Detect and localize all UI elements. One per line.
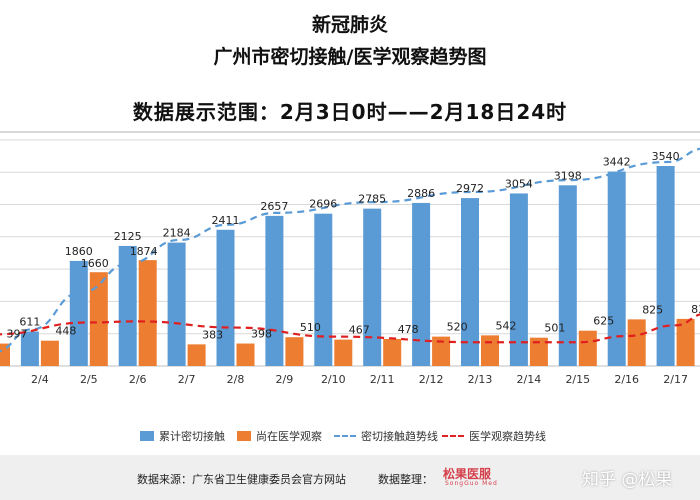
x-tick-label: 2/14 [517, 373, 542, 386]
legend-item-contact-trend: 密切接触趋势线 [334, 428, 438, 444]
data-label-observing: 1660 [81, 257, 109, 270]
footer: 数据来源：广东省卫生健康委员会官方网站 数据整理： 松果医服 SongGuo M… [0, 455, 700, 500]
data-label-observing: 383 [202, 328, 223, 341]
legend-label: 累计密切接触 [159, 430, 225, 443]
data-label-cumulative: 2785 [358, 193, 386, 206]
x-tick-label: 2/6 [129, 373, 147, 386]
data-label-cumulative: 3442 [603, 156, 631, 169]
chart-legend: 累计密切接触 尚在医学观察 密切接触趋势线 医学观察趋势线 [0, 428, 700, 448]
bar-cumulative [656, 165, 675, 366]
legend-line-red [442, 435, 464, 437]
bar-cumulative [216, 229, 235, 366]
bar-cumulative [265, 215, 284, 366]
bar-cumulative [314, 213, 333, 366]
data-label-cumulative: 3054 [505, 177, 533, 190]
data-label-observing: 825 [642, 303, 663, 316]
bar-observing [578, 330, 597, 366]
bar-observing [627, 319, 646, 366]
bar-cumulative [118, 245, 137, 366]
legend-label: 尚在医学观察 [256, 430, 322, 443]
data-label-observing: 397 [7, 328, 28, 341]
data-label-cumulative: 2125 [114, 230, 142, 243]
x-tick-label: 2/5 [80, 373, 98, 386]
legend-line-blue [334, 435, 356, 437]
bar-observing [40, 340, 59, 366]
legend-swatch-orange [237, 431, 251, 441]
logo-subtext: SongGuo Med [445, 480, 498, 487]
bar-cumulative [363, 208, 382, 366]
bar-observing [529, 337, 548, 366]
legend-item-observe-trend: 医学观察趋势线 [442, 428, 546, 444]
data-label-observing: 398 [251, 328, 272, 341]
x-tick-label: 2/13 [468, 373, 493, 386]
bar-observing [285, 337, 304, 366]
data-label-cumulative: 2886 [407, 187, 435, 200]
zhihu-watermark: 知乎 @松果 [582, 470, 673, 490]
legend-item-cumulative: 累计密切接触 [140, 428, 225, 444]
data-label-observing: 625 [593, 315, 614, 328]
bar-observing [236, 343, 255, 366]
x-tick-label: 2/4 [31, 373, 49, 386]
data-label-cumulative: 2184 [163, 227, 191, 240]
bar-cumulative [20, 331, 39, 366]
data-label-observing: 520 [447, 321, 468, 334]
bar-observing [0, 343, 10, 366]
data-label-observing: 501 [544, 322, 565, 335]
data-label-cumulative: 2657 [260, 200, 288, 213]
data-label-observing: 834 [691, 303, 700, 316]
data-label-cumulative: 3198 [554, 169, 582, 182]
x-tick-label: 2/11 [370, 373, 395, 386]
x-tick-label: 2/16 [614, 373, 639, 386]
title-divider [0, 131, 700, 133]
legend-swatch-blue [140, 431, 154, 441]
data-label-observing: 467 [349, 324, 370, 337]
bar-cumulative [607, 171, 626, 366]
x-tick-label: 2/9 [276, 373, 294, 386]
data-label-observing: 478 [398, 323, 419, 336]
data-label-cumulative: 611 [19, 315, 40, 328]
data-label-cumulative: 2696 [309, 198, 337, 211]
x-tick-label: 2/12 [419, 373, 444, 386]
legend-label: 密切接触趋势线 [361, 430, 438, 443]
bar-observing [676, 318, 695, 366]
bar-observing [187, 344, 206, 366]
x-tick-label: 2/15 [565, 373, 590, 386]
data-label-observing: 510 [300, 321, 321, 334]
x-tick-label: 2/10 [321, 373, 346, 386]
songguo-logo: 松果医服 SongGuo Med [441, 465, 507, 489]
bar-cumulative [69, 260, 88, 366]
bar-observing [383, 338, 402, 366]
bar-cumulative [167, 242, 186, 366]
chart-title: 新冠肺炎 [311, 14, 388, 36]
x-tick-label: 2/7 [178, 373, 196, 386]
legend-label: 医学观察趋势线 [469, 430, 546, 443]
data-source: 数据来源：广东省卫生健康委员会官方网站 [137, 473, 346, 486]
title-block: 新冠肺炎 广州市密切接触/医学观察趋势图 数据展示范围：2月3日0时——2月18… [0, 0, 700, 130]
bar-observing [481, 335, 499, 366]
data-label-cumulative: 2972 [456, 182, 484, 195]
bar-cumulative [412, 202, 431, 366]
data-label-cumulative: 3540 [652, 150, 680, 163]
data-label-cumulative: 1860 [65, 245, 93, 258]
x-tick-label: 2/8 [227, 373, 245, 386]
chart-subtitle: 广州市密切接触/医学观察趋势图 [213, 46, 487, 68]
bar-cumulative [509, 193, 528, 366]
data-label-observing: 1874 [130, 245, 158, 258]
data-label-observing: 448 [55, 325, 76, 338]
logo-name: 松果医服 [443, 467, 492, 481]
bar-cumulative [461, 198, 479, 366]
bar-observing [432, 336, 451, 366]
bar-observing [334, 339, 353, 366]
data-label-cumulative: 2411 [212, 214, 240, 227]
x-tick-label: 2/17 [663, 373, 688, 386]
data-label-observing: 542 [496, 319, 517, 332]
data-range-label: 数据展示范围：2月3日0时——2月18日24时 [132, 100, 568, 124]
bar-observing [138, 260, 157, 366]
data-organizer: 数据整理： [378, 473, 433, 486]
bar-observing [89, 272, 108, 366]
legend-item-observing: 尚在医学观察 [237, 428, 322, 444]
trend-line-contact [0, 147, 700, 353]
bar-cumulative [558, 185, 577, 366]
